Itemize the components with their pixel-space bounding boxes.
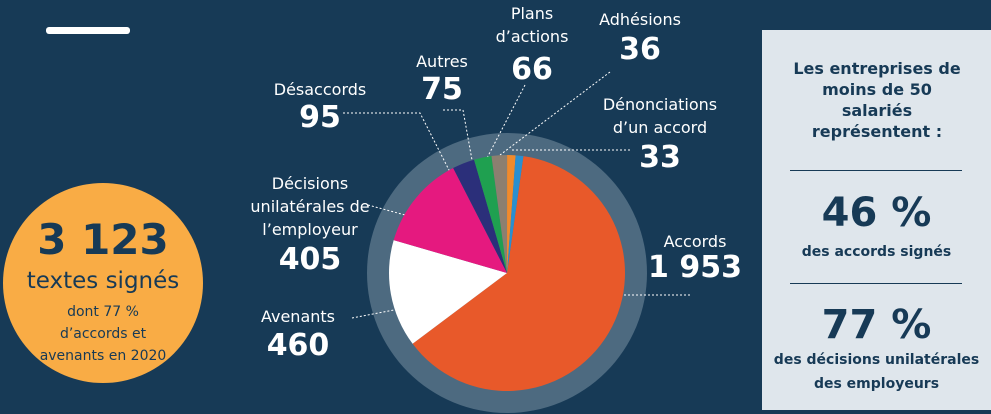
pie-slice (389, 240, 507, 344)
total-note: dont 77 % d’accords et avenants en 2020 (39, 304, 167, 364)
value-label: 36 (619, 32, 661, 67)
pie-slice (393, 168, 507, 273)
total-label: textes signés (26, 268, 180, 294)
divider (790, 283, 962, 284)
category-label: Adhésions (599, 10, 681, 29)
category-label: Désaccords (273, 80, 367, 99)
total-circle (3, 183, 203, 383)
pie-slice (453, 159, 507, 273)
pie-slice (507, 155, 516, 273)
value-label: 405 (278, 242, 342, 277)
pie-slice (474, 156, 507, 273)
total-value: 3 123 (37, 215, 169, 264)
value-label: 95 (299, 100, 341, 135)
value-label: 460 (266, 328, 330, 363)
leader-line (499, 71, 611, 156)
value-label: 75 (421, 72, 463, 107)
value-label: 1 953 (648, 250, 742, 285)
category-label: Dénonciations d’un accord (602, 95, 718, 137)
stat-label: des décisions unilatérales des employeur… (773, 352, 980, 392)
category-label: Accords (663, 232, 727, 251)
stat-label: des accords signés (801, 244, 952, 260)
stat-value: 77 % (821, 302, 932, 348)
stat-value: 46 % (821, 190, 932, 236)
leader-line (486, 84, 526, 159)
decor-bar (46, 27, 130, 34)
pie-slice (412, 156, 625, 391)
side-panel: Les entreprises de moins de 50 salariés … (762, 30, 991, 410)
value-label: 33 (639, 140, 681, 175)
value-label: 66 (511, 52, 553, 87)
category-label: Autres (416, 52, 468, 71)
category-label: Avenants (260, 307, 335, 326)
leader-line (443, 109, 473, 161)
pie (389, 155, 625, 391)
divider (790, 170, 962, 171)
panel-heading: Les entreprises de moins de 50 salariés … (793, 59, 961, 141)
category-label: Décisions unilatérales de l’employeur (250, 174, 370, 239)
pie-slice (491, 155, 508, 273)
pie-slice (507, 155, 524, 273)
leader-line (343, 112, 451, 173)
category-label: Plans d’actions (495, 4, 569, 46)
